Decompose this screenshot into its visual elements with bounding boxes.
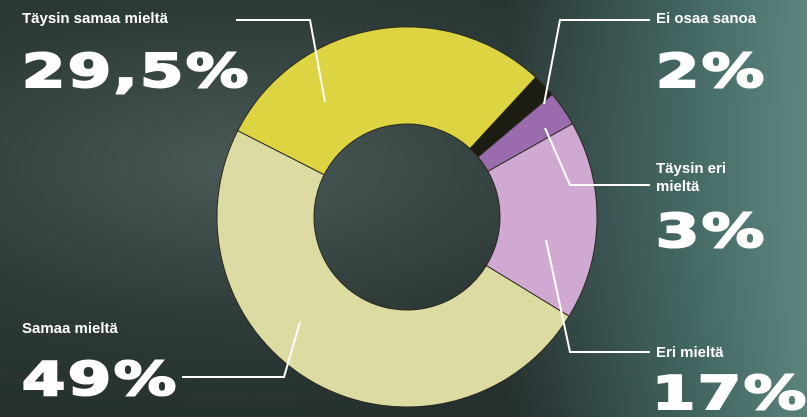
value-label: 49% [22, 356, 179, 402]
label: Täysin samaa mieltä [22, 10, 168, 28]
value-label: 3% [656, 208, 767, 254]
infographic: Täysin samaa mieltä 29,5% Ei osaa sanoa … [0, 0, 807, 417]
label: Eri mieltä [656, 344, 724, 362]
value-label: 29,5% [22, 48, 251, 94]
label: Ei osaa sanoa [656, 10, 756, 28]
value-label: 17% [652, 370, 807, 416]
value-label: 2% [656, 48, 767, 94]
label: Täysin eri mieltä [656, 160, 736, 196]
leader-line [544, 20, 650, 104]
label: Samaa mieltä [22, 320, 118, 338]
